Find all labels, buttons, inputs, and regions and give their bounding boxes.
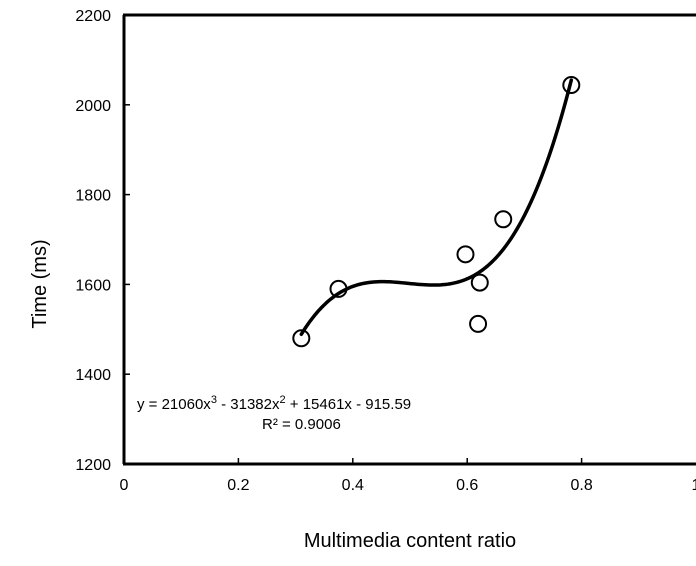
trendline-r-squared: R² = 0.9006: [262, 416, 341, 433]
data-point: [494, 210, 513, 229]
y-tick-label: 1400: [75, 367, 111, 384]
trendline-equation: y = 21060x3 - 31382x2 + 15461x - 915.59: [137, 394, 411, 413]
y-tick-label: 1200: [75, 457, 111, 474]
data-point: [562, 76, 581, 95]
data-point: [292, 329, 311, 348]
data-point: [469, 314, 488, 333]
x-tick-label: 0.8: [570, 477, 592, 494]
x-axis-title: Multimedia content ratio: [304, 530, 516, 552]
data-point: [456, 245, 475, 264]
x-tick-label: 0: [120, 477, 129, 494]
x-tick-label: 0.2: [227, 477, 249, 494]
y-tick-label: 2200: [75, 8, 111, 25]
x-tick-label: 0.4: [342, 477, 364, 494]
y-tick-label: 2000: [75, 98, 111, 115]
y-tick-label: 1600: [75, 277, 111, 294]
plot-area: 1200 1400 1600 1800 2000 2200 0 0.2 0.4 0.6 0.8 1: [75, 8, 696, 494]
y-axis-title: Time (ms): [29, 239, 51, 328]
x-tick-label: 0.6: [456, 477, 478, 494]
y-tick-label: 1800: [75, 188, 111, 205]
data-point: [329, 279, 348, 298]
data-point: [470, 273, 489, 292]
x-tick-label: 1: [692, 477, 696, 494]
